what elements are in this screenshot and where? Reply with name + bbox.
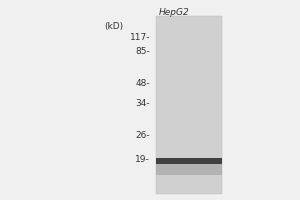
Text: 34-: 34- [135, 99, 150, 108]
Text: 26-: 26- [135, 132, 150, 140]
Bar [156, 158, 222, 164]
Text: 19-: 19- [135, 156, 150, 164]
Text: (kD): (kD) [104, 22, 124, 31]
Text: 117-: 117- [130, 33, 150, 43]
Text: HepG2: HepG2 [159, 8, 189, 17]
Text: 85-: 85- [135, 47, 150, 56]
Bar [156, 160, 222, 175]
Text: 48-: 48- [135, 79, 150, 88]
Bar [156, 16, 222, 194]
